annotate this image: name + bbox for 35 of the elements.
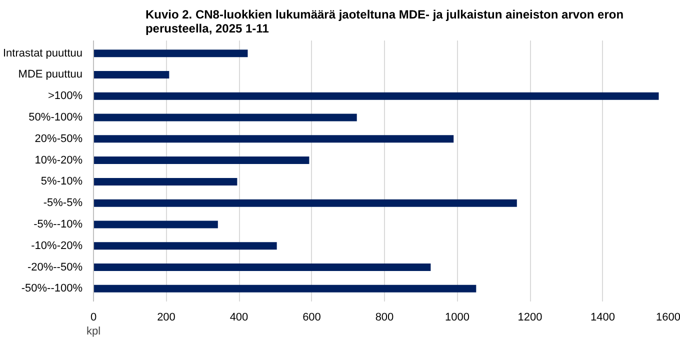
bar xyxy=(94,156,310,164)
y-tick-label: -5%--10% xyxy=(34,218,83,230)
x-tick-label: 1600 xyxy=(656,312,680,324)
y-tick-label: -50%--100% xyxy=(21,282,83,295)
x-tick-label: 600 xyxy=(302,312,321,324)
y-tick-label: -10%-20% xyxy=(31,240,83,252)
chart-title: Kuvio 2. CN8-luokkien lukumäärä jaoteltuna MDE- ja julkaistun aineiston arvon eron perusteella, 2025 1-11 xyxy=(145,8,624,36)
bar xyxy=(94,264,431,272)
bar xyxy=(94,70,170,78)
x-tick-label: 200 xyxy=(157,312,176,324)
x-tick-label: 1000 xyxy=(445,312,470,324)
y-tick-label: >100% xyxy=(48,90,83,102)
bar xyxy=(94,92,659,100)
x-tick-label: 0 xyxy=(90,312,97,324)
y-tick-label: Intrastat puuttuu xyxy=(3,47,82,60)
bar xyxy=(94,242,277,250)
bar xyxy=(94,199,517,207)
y-tick-label: MDE puuttuu xyxy=(18,68,82,81)
y-tick-label: 10%-20% xyxy=(34,154,83,166)
x-tick-label: 1200 xyxy=(518,312,542,324)
y-tick-label: -5%-5% xyxy=(43,197,83,210)
x-tick-label: 1400 xyxy=(590,312,615,324)
x-tick-label: 400 xyxy=(230,312,248,324)
bar xyxy=(94,284,476,292)
bar xyxy=(94,114,357,122)
bar xyxy=(94,50,248,58)
y-tick-label: -20%--50% xyxy=(27,261,83,274)
bar xyxy=(94,178,238,186)
y-tick-label: 5%-10% xyxy=(40,176,83,188)
x-axis-title: kpl xyxy=(86,326,101,338)
y-tick-label: 50%-100% xyxy=(28,112,83,124)
bar xyxy=(94,220,218,228)
y-tick-label: 20%-50% xyxy=(34,132,83,145)
x-tick-label: 800 xyxy=(375,312,394,324)
bar xyxy=(94,135,454,143)
